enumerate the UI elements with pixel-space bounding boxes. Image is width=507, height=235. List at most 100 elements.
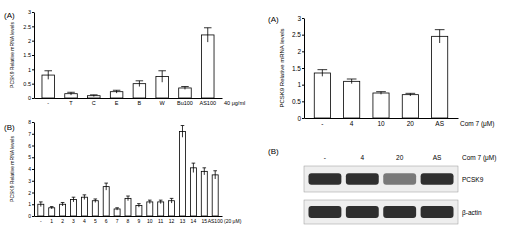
axis-label: Com 7 (μM) bbox=[460, 120, 494, 128]
row-label: β-actin bbox=[462, 209, 482, 217]
error-bar bbox=[39, 202, 43, 207]
tick: Bu100 bbox=[177, 98, 193, 106]
tick-label: 2 bbox=[297, 48, 301, 55]
tick-label: 2 bbox=[61, 218, 64, 224]
error-bar bbox=[83, 195, 87, 200]
tick-mark bbox=[32, 98, 34, 99]
error-bar bbox=[61, 202, 65, 206]
tick-label: 8 bbox=[28, 119, 31, 125]
panel-label: (A) bbox=[4, 11, 15, 20]
bar bbox=[81, 197, 87, 216]
bar bbox=[103, 187, 109, 216]
tick: 7 bbox=[116, 216, 119, 224]
western-blot: (B)-420ASCom 7 (μM)PCSK9β-actin bbox=[268, 147, 496, 224]
tick: 12 bbox=[169, 216, 175, 224]
tick: 3 bbox=[72, 216, 75, 224]
tick-label: 14 bbox=[191, 218, 197, 224]
tick: 2.5 bbox=[23, 24, 34, 30]
panel-label: (B) bbox=[268, 147, 279, 156]
tick-label: AS100 bbox=[199, 100, 216, 106]
tick-label: AS100 bbox=[208, 218, 223, 224]
tick: 8 bbox=[28, 119, 34, 125]
bar bbox=[92, 201, 98, 216]
tick-label: 2 bbox=[28, 38, 31, 44]
tick-label: 1 bbox=[28, 201, 31, 207]
error-bar bbox=[376, 92, 386, 95]
bar bbox=[179, 88, 192, 98]
tick: 5 bbox=[94, 216, 97, 224]
tick: 1 bbox=[297, 81, 304, 88]
tick: AS bbox=[435, 118, 444, 127]
error-bar bbox=[137, 204, 141, 208]
tick-label: 3 bbox=[72, 218, 75, 224]
tick: 4 bbox=[83, 216, 86, 224]
bar bbox=[158, 202, 164, 216]
tick-mark bbox=[302, 85, 304, 86]
bar bbox=[190, 168, 196, 216]
tick: B bbox=[138, 98, 142, 106]
bar bbox=[179, 131, 185, 216]
tick: T bbox=[69, 98, 73, 106]
lane-label: 20 bbox=[396, 154, 404, 161]
tick: 10 bbox=[147, 216, 153, 224]
tick: 1.5 bbox=[23, 52, 34, 58]
axis-line bbox=[35, 98, 223, 99]
tick-mark bbox=[32, 84, 34, 85]
tick-label: 7 bbox=[28, 131, 31, 137]
plot-area bbox=[38, 126, 218, 216]
bar bbox=[402, 95, 418, 118]
tick-mark bbox=[302, 68, 304, 69]
bar bbox=[147, 202, 153, 216]
tick-label: 1.5 bbox=[23, 52, 31, 58]
treatment-label: Com 7 (μM) bbox=[462, 154, 496, 162]
figure: 00.511.522.53-TCEBWBu100AS10040 μg/mlPCS… bbox=[0, 0, 507, 235]
blot-band bbox=[421, 173, 454, 185]
panel-label: (B) bbox=[4, 123, 15, 132]
tick: 20 bbox=[407, 118, 415, 127]
error-bar bbox=[94, 199, 98, 203]
bar bbox=[201, 35, 214, 98]
error-bar bbox=[202, 168, 206, 175]
tick-label: 0 bbox=[297, 115, 301, 122]
blot-membrane bbox=[304, 166, 458, 192]
tick: 13 bbox=[180, 216, 186, 224]
tick: W bbox=[160, 98, 166, 106]
axis-title: PCSK9 Relative mRNA levels bbox=[9, 22, 15, 88]
tick-mark bbox=[32, 12, 34, 13]
tick-label: AS bbox=[435, 120, 444, 127]
tick: 15 bbox=[202, 216, 208, 224]
tick: 1.5 bbox=[292, 65, 304, 72]
error-bar bbox=[204, 28, 212, 42]
tick: 3 bbox=[28, 178, 34, 184]
tick-label: 3 bbox=[297, 15, 301, 22]
tick-mark bbox=[32, 193, 34, 194]
tick-mark bbox=[32, 157, 34, 158]
tick: 14 bbox=[191, 216, 197, 224]
error-bar bbox=[405, 93, 415, 96]
bar bbox=[344, 81, 360, 118]
tick-label: 3 bbox=[28, 178, 31, 184]
chart-panel: 012345678-123456789101112131415AS100(20 … bbox=[4, 119, 242, 223]
tick-mark bbox=[32, 134, 34, 135]
tick-mark bbox=[32, 55, 34, 56]
tick-label: 2.5 bbox=[23, 24, 31, 30]
tick-label: 9 bbox=[138, 218, 141, 224]
error-bar bbox=[67, 92, 75, 95]
x-axis: -41020AS bbox=[305, 118, 459, 127]
blot-band bbox=[383, 173, 416, 185]
bar bbox=[71, 200, 77, 216]
bar bbox=[125, 198, 131, 216]
tick-label: W bbox=[160, 100, 166, 106]
error-bar bbox=[317, 70, 327, 77]
bar bbox=[49, 208, 55, 216]
tick-mark bbox=[32, 41, 34, 42]
tick-label: 4 bbox=[83, 218, 86, 224]
tick: - bbox=[47, 98, 49, 106]
y-axis: 00.511.522.53 bbox=[23, 9, 34, 101]
error-bar bbox=[213, 171, 217, 179]
row-label: PCSK9 bbox=[462, 176, 484, 183]
tick: 1 bbox=[50, 216, 53, 224]
tick-label: 13 bbox=[180, 218, 186, 224]
x-axis: -TCEBWBu100AS100 bbox=[35, 98, 223, 106]
blot-band bbox=[346, 173, 379, 185]
